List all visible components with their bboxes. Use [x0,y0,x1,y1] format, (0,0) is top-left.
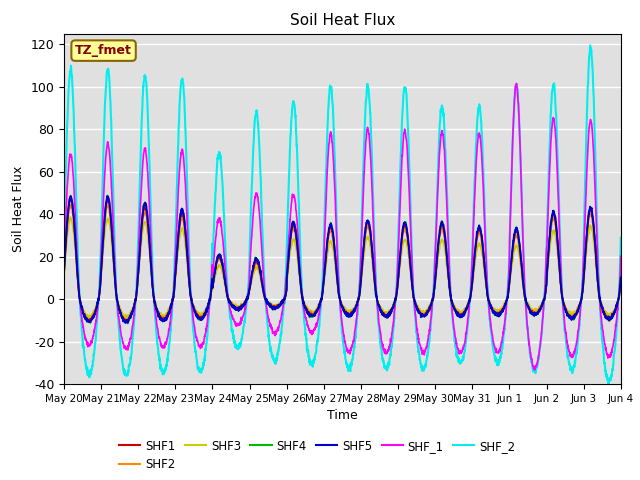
SHF1 [67,195,74,201]
SHF_2 [586,43,594,48]
SHF_2 [568,367,575,372]
SHF4 [617,274,625,280]
SHF_2 [60,237,68,242]
Line: SHF3: SHF3 [64,217,621,318]
SHF5 [216,252,223,257]
Legend: SHF1, SHF2, SHF3, SHF4, SHF5, SHF_1, SHF_2: SHF1, SHF2, SHF3, SHF4, SHF5, SHF_1, SHF… [115,435,520,476]
SHF4 [568,315,576,321]
Line: SHF5: SHF5 [64,196,621,323]
SHF_1 [568,355,576,360]
SHF2 [617,276,625,282]
Text: TZ_fmet: TZ_fmet [75,44,132,57]
SHF1 [371,281,379,287]
SHF_1 [216,216,223,222]
SHF_2 [617,235,625,240]
SHF_2 [216,149,223,155]
SHF5 [359,252,367,257]
SHF_1 [358,215,366,220]
SHF4 [104,192,111,198]
SHF5 [617,275,625,280]
SHF4 [359,252,367,258]
SHF_1 [504,284,512,289]
SHF4 [505,287,513,293]
SHF5 [122,320,130,326]
SHF_1 [60,258,68,264]
SHF2 [584,228,591,234]
SHF5 [584,223,591,228]
Title: Soil Heat Flux: Soil Heat Flux [290,13,395,28]
SHF_2 [371,242,378,248]
SHF5 [371,283,379,288]
SHF2 [505,288,513,294]
SHF4 [124,321,132,326]
SHF4 [371,281,379,287]
Line: SHF2: SHF2 [64,204,621,322]
SHF2 [216,257,223,263]
Line: SHF_1: SHF_1 [64,84,621,370]
Y-axis label: Soil Heat Flux: Soil Heat Flux [12,166,25,252]
SHF_1 [584,154,591,159]
SHF1 [122,320,129,325]
SHF_1 [513,81,520,86]
SHF1 [359,255,367,261]
SHF2 [67,202,74,207]
SHF4 [584,223,591,228]
SHF2 [568,314,576,320]
SHF5 [568,314,576,320]
SHF1 [60,267,68,273]
SHF1 [584,223,591,229]
SHF3 [568,310,576,315]
SHF3 [60,273,68,279]
X-axis label: Time: Time [327,409,358,422]
Line: SHF1: SHF1 [64,198,621,323]
SHF5 [67,193,74,199]
SHF_2 [504,279,512,285]
SHF_1 [531,367,538,373]
SHF2 [60,271,68,277]
SHF1 [617,276,625,282]
SHF3 [371,285,379,291]
Line: SHF4: SHF4 [64,195,621,324]
SHF_1 [617,253,625,259]
SHF_2 [605,381,612,387]
SHF2 [359,256,367,262]
SHF1 [216,255,223,261]
Line: SHF_2: SHF_2 [64,46,621,384]
SHF5 [60,269,68,275]
SHF1 [568,314,576,320]
SHF1 [505,288,513,293]
SHF_1 [371,252,378,257]
SHF5 [505,286,513,292]
SHF3 [122,315,130,321]
SHF2 [371,284,379,290]
SHF3 [617,278,625,284]
SHF3 [505,288,513,293]
SHF3 [359,262,367,268]
SHF3 [67,215,74,220]
SHF4 [60,268,68,274]
SHF_2 [583,108,591,113]
SHF3 [216,264,223,269]
SHF_2 [358,195,366,201]
SHF2 [84,319,92,324]
SHF3 [584,239,591,244]
SHF4 [216,252,223,257]
